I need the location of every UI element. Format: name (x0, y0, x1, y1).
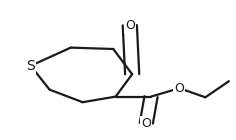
Text: O: O (174, 82, 184, 95)
Text: S: S (26, 59, 35, 73)
Text: O: O (141, 117, 151, 130)
Text: O: O (125, 19, 135, 32)
